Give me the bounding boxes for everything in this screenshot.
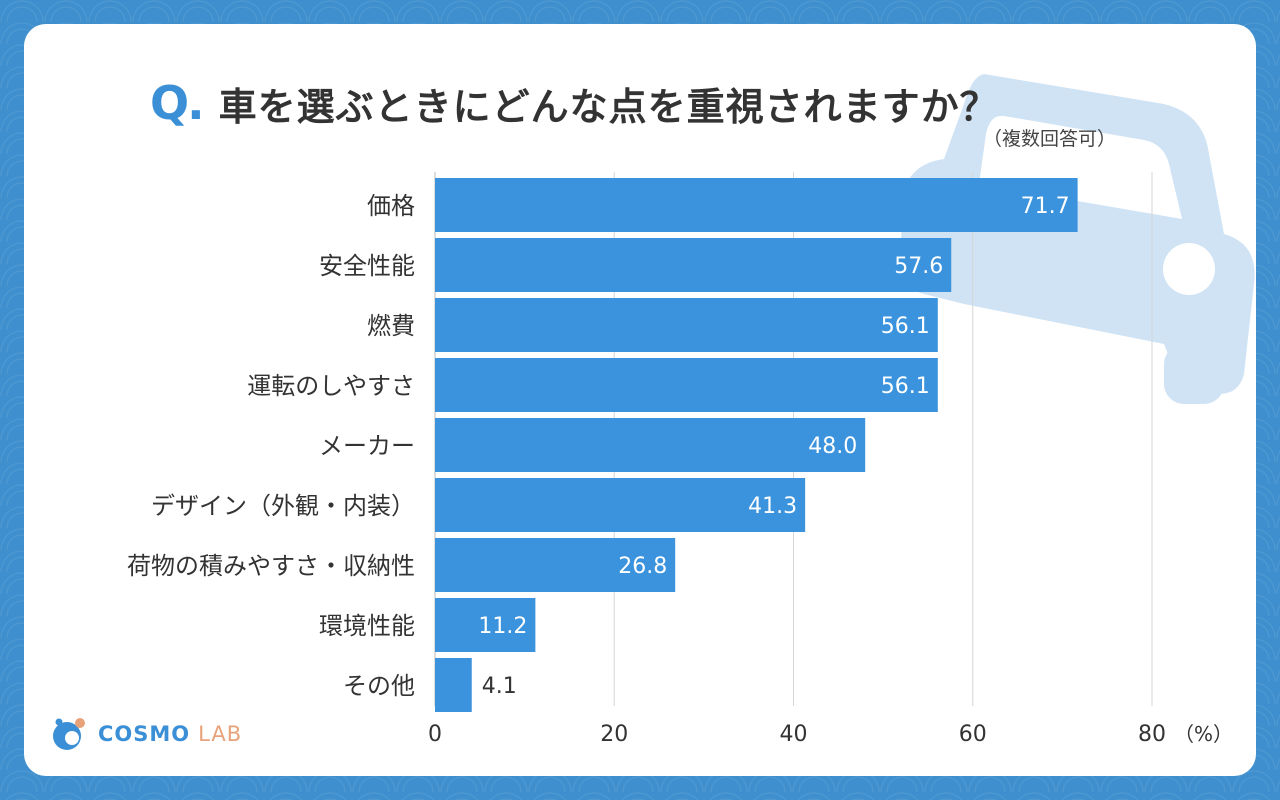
data-label: 71.7: [1021, 194, 1070, 219]
category-label: 価格: [367, 192, 415, 220]
bar: [435, 358, 938, 412]
bar: [435, 298, 938, 352]
x-tick-label: 20: [600, 722, 628, 747]
car-illustration: [899, 74, 1255, 404]
category-label: 荷物の積みやすさ・収納性: [127, 552, 415, 580]
data-label: 26.8: [618, 554, 667, 579]
category-label: 燃費: [367, 312, 415, 340]
x-tick-label: 0: [428, 722, 442, 747]
bar: [435, 478, 806, 532]
logo-text: COSMO LAB: [98, 722, 242, 746]
q-mark: Q.: [150, 76, 205, 130]
data-label: 57.6: [894, 254, 943, 279]
bar: [435, 598, 536, 652]
logo-brand: COSMO: [98, 722, 191, 746]
bar: [435, 178, 1078, 232]
logo-suffix: LAB: [198, 722, 243, 746]
bar-chart: 価格 71.7 安全性能 57.6 燃費 56.1 運転のしやすさ 56.1 メーカー 48.0 デ…: [127, 172, 1233, 747]
logo-icon: [53, 718, 85, 750]
x-tick-label: 80: [1138, 722, 1166, 747]
category-label: その他: [343, 672, 415, 700]
x-tick-label: 60: [959, 722, 987, 747]
data-label: 11.2: [478, 614, 527, 639]
data-label: 56.1: [881, 314, 930, 339]
chart-card: Q. 車を選ぶときにどんな点を重視されますか？ （複数回答可） 価格 71.7 安全…: [24, 24, 1256, 776]
multiple-answer-note: （複数回答可）: [982, 128, 1116, 150]
title-row: Q. 車を選ぶときにどんな点を重視されますか？: [150, 68, 999, 138]
chart-title: 車を選ぶときにどんな点を重視されますか？: [218, 84, 999, 129]
category-label: 安全性能: [319, 252, 415, 280]
data-label: 48.0: [808, 434, 857, 459]
bar: [435, 538, 676, 592]
bar: [435, 418, 866, 472]
bar: [435, 238, 952, 292]
category-label: デザイン（外観・内装）: [151, 492, 415, 520]
data-label: 41.3: [748, 494, 797, 519]
category-label: メーカー: [319, 432, 415, 460]
bar: [435, 658, 472, 712]
category-label: 環境性能: [319, 612, 415, 640]
data-label: 56.1: [881, 374, 930, 399]
cosmo-lab-logo: COSMO LAB: [50, 714, 242, 754]
x-unit-label: （%）: [1174, 722, 1233, 746]
x-tick-label: 40: [780, 722, 808, 747]
data-label: 4.1: [482, 674, 517, 699]
category-label: 運転のしやすさ: [247, 372, 415, 400]
